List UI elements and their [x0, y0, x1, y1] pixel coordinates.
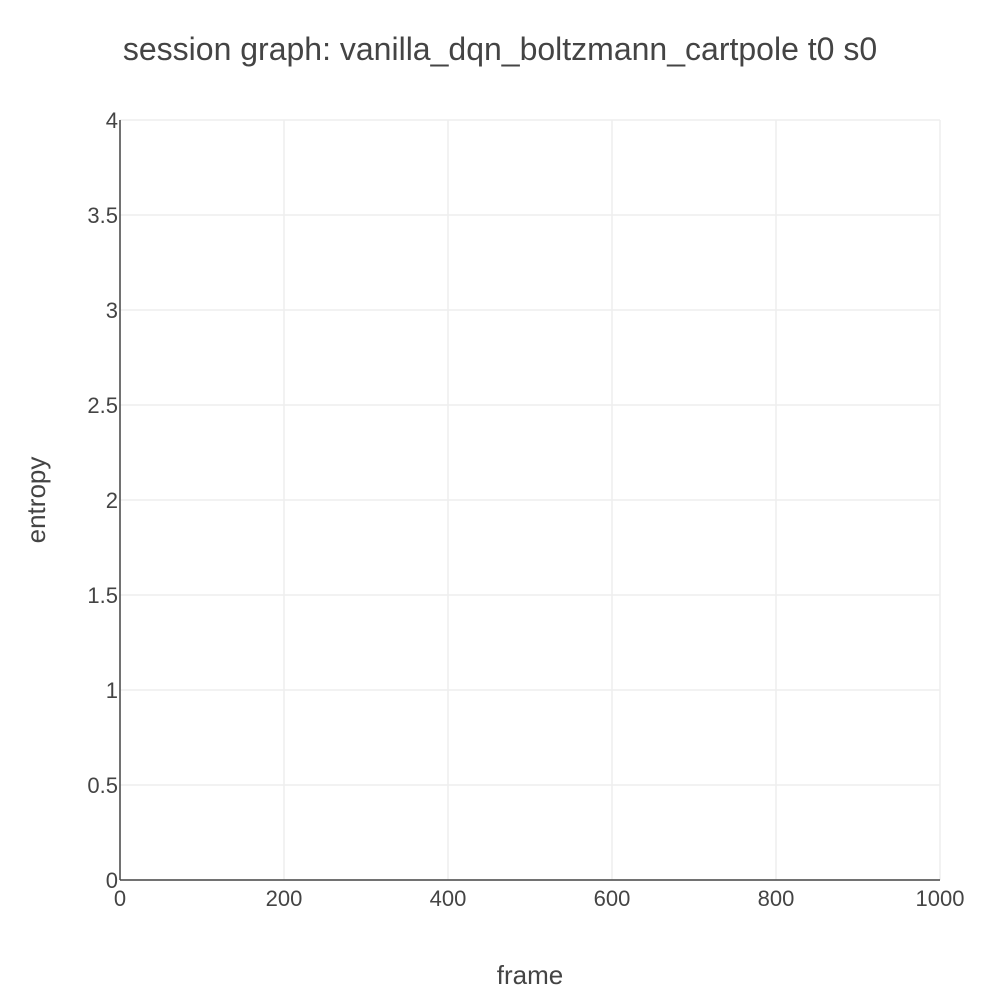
y-tick-label: 3	[106, 298, 118, 323]
y-tick-label: 1	[106, 678, 118, 703]
y-tick-label: 4	[106, 108, 118, 133]
x-tick-label: 200	[266, 886, 303, 911]
x-tick-label: 0	[114, 886, 126, 911]
axis-layer	[119, 120, 940, 881]
y-tick-label: 3.5	[87, 203, 118, 228]
tick-layer: 0 200 400 600 800 1000 0 0.5 1 1.5 2 2.5 3 3.5 4	[87, 108, 964, 911]
y-tick-label: 2.5	[87, 393, 118, 418]
y-tick-label: 0.5	[87, 773, 118, 798]
y-tick-label: 1.5	[87, 583, 118, 608]
x-tick-label: 600	[594, 886, 631, 911]
y-tick-label: 0	[106, 868, 118, 893]
y-tick-label: 2	[106, 488, 118, 513]
x-tick-label: 800	[758, 886, 795, 911]
chart-title: session graph: vanilla_dqn_boltzmann_car…	[123, 31, 877, 67]
x-tick-label: 400	[430, 886, 467, 911]
grid-layer	[120, 119, 941, 880]
x-axis-title: frame	[497, 960, 563, 990]
y-axis-title: entropy	[21, 457, 51, 544]
x-tick-label: 1000	[916, 886, 965, 911]
